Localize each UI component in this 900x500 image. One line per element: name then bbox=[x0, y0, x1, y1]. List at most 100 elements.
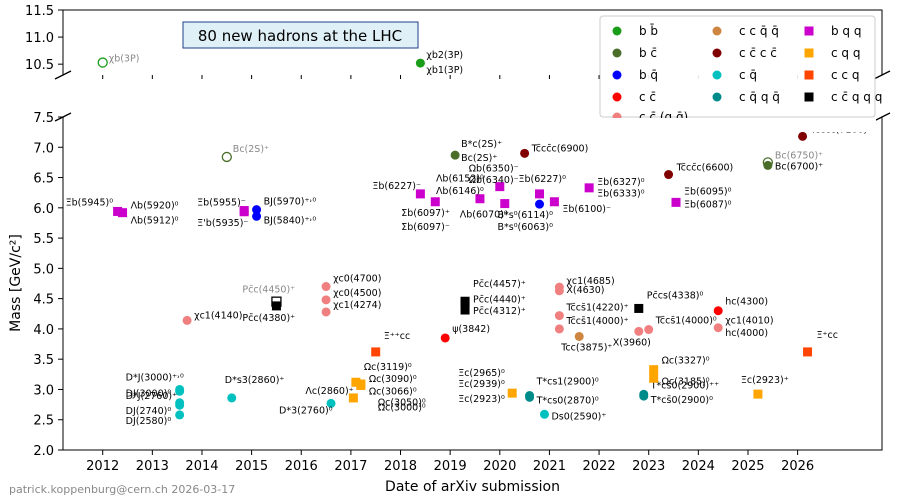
data-point bbox=[664, 170, 674, 180]
point-label: T*cs̄0(2900)⁰ bbox=[650, 395, 713, 406]
point-label: Ξb(6227)⁻ bbox=[372, 181, 421, 192]
legend-marker bbox=[712, 70, 722, 80]
point-label: Pc̄c(4457)⁺ bbox=[473, 279, 526, 290]
y-tick-label: 2.0 bbox=[33, 444, 54, 459]
data-point bbox=[634, 326, 644, 336]
point-label: Pc̄c(4440)⁺ bbox=[473, 294, 526, 305]
legend-label: b q q bbox=[831, 24, 861, 38]
data-point bbox=[495, 182, 505, 192]
point-label: D*J(2760)⁺ bbox=[126, 391, 177, 402]
point-label: χb(3P) bbox=[109, 54, 140, 65]
footer-credit: patrick.koppenburg@cern.ch 2026-03-17 bbox=[9, 483, 236, 496]
point-label: D*J(3000)⁺˒⁰ bbox=[126, 372, 184, 383]
point-label: Ξc(2923)⁰ bbox=[458, 394, 505, 405]
x-tick-label: 2013 bbox=[136, 459, 169, 474]
y-tick-label: 7.5 bbox=[33, 111, 54, 126]
point-label: Λb(6070)⁰ bbox=[460, 210, 508, 221]
data-point bbox=[321, 307, 331, 317]
data-point bbox=[97, 57, 108, 68]
point-label: Tc̄cs̄1(4000)⁰ bbox=[655, 316, 717, 327]
point-label: Λb(6146)⁰ bbox=[436, 186, 484, 197]
point-label: Ξ'b(5935)⁻ bbox=[197, 218, 248, 229]
point-label: DJ(2740)⁰ bbox=[126, 406, 172, 417]
point-label: χc1(4010) bbox=[725, 316, 773, 327]
title-box: 80 new hadrons at the LHC bbox=[182, 21, 419, 49]
data-point bbox=[520, 148, 530, 158]
legend-marker bbox=[712, 92, 722, 102]
legend-marker bbox=[804, 70, 814, 80]
data-point bbox=[539, 409, 549, 419]
data-point bbox=[415, 58, 425, 68]
legend-marker bbox=[612, 92, 622, 102]
data-point bbox=[584, 183, 594, 193]
point-label: Σb(6097)⁺ bbox=[401, 208, 450, 219]
point-label: Ξb(6087)⁰ bbox=[684, 200, 732, 211]
point-label: DJ(2580)⁰ bbox=[126, 416, 172, 427]
data-point bbox=[549, 197, 559, 207]
data-point bbox=[118, 208, 128, 218]
x-tick-label: 2019 bbox=[434, 459, 467, 474]
y-tick-label: 4.5 bbox=[33, 293, 54, 308]
point-label: T*cs0(2870)⁰ bbox=[536, 395, 599, 406]
data-point bbox=[430, 197, 440, 207]
data-point bbox=[175, 386, 185, 396]
y-tick-label: 2.5 bbox=[33, 414, 54, 429]
point-label: Tc̄cc̄c(6900) bbox=[531, 143, 589, 154]
data-point bbox=[634, 303, 644, 313]
y-tick-label-upper: 10.5 bbox=[25, 58, 54, 73]
x-tick-label: 2020 bbox=[483, 459, 516, 474]
data-point bbox=[535, 189, 545, 199]
data-point bbox=[440, 333, 450, 343]
data-point bbox=[639, 391, 649, 401]
x-tick-label: 2012 bbox=[86, 459, 119, 474]
data-point bbox=[713, 306, 723, 316]
data-point bbox=[175, 400, 185, 410]
y-tick-label: 6.5 bbox=[33, 172, 54, 187]
data-point bbox=[649, 365, 659, 375]
data-point bbox=[574, 331, 584, 341]
data-point bbox=[554, 311, 564, 321]
legend-label: c c q bbox=[831, 68, 859, 82]
point-label: Pc̄c(4312)⁺ bbox=[473, 306, 526, 317]
legend-label: c q̄ q q̄ bbox=[739, 90, 780, 104]
point-label: χb2(3P) bbox=[426, 50, 463, 61]
point-label: Tc̄cs̄1(4000)⁺ bbox=[565, 316, 628, 327]
legend-marker bbox=[612, 26, 622, 36]
data-point bbox=[460, 297, 470, 307]
point-label: BJ(5970)⁺˒⁰ bbox=[264, 197, 317, 208]
point-label: Bc(6700)⁺ bbox=[775, 161, 823, 172]
data-point bbox=[348, 393, 358, 403]
point-label: hc(4000) bbox=[725, 328, 768, 339]
data-point bbox=[525, 392, 535, 402]
data-point bbox=[221, 151, 232, 163]
legend-marker bbox=[712, 48, 722, 58]
data-point bbox=[554, 286, 564, 296]
point-label: ψ(3842) bbox=[452, 324, 490, 335]
x-tick-label: 2021 bbox=[533, 459, 566, 474]
y-tick-label: 5.0 bbox=[33, 262, 54, 277]
point-label: Ξb(6327)⁰ bbox=[597, 177, 645, 188]
point-label: Pc̄c(4380)⁺ bbox=[242, 313, 295, 324]
legend-label: c q q bbox=[831, 46, 860, 60]
point-label: Ωc(3066)⁰ bbox=[369, 386, 417, 397]
point-label: Ξ⁺cc bbox=[817, 330, 838, 341]
data-point bbox=[763, 160, 773, 170]
data-point bbox=[500, 199, 510, 209]
x-tick-label: 2018 bbox=[384, 459, 417, 474]
data-point bbox=[671, 197, 681, 207]
point-label: Ξb(6100)⁻ bbox=[562, 204, 611, 215]
legend-marker bbox=[712, 26, 722, 36]
x-tick-label: 2016 bbox=[285, 459, 318, 474]
point-label: T*cs̄0(2900)⁺⁺ bbox=[650, 380, 719, 391]
point-label: Ωc(3185)⁰ bbox=[662, 376, 710, 387]
y-tick-label: 3.0 bbox=[33, 383, 54, 398]
data-point bbox=[460, 305, 470, 315]
point-label: χc1(4140) bbox=[194, 310, 242, 321]
point-label: D*3(2760)⁰ bbox=[279, 405, 333, 416]
point-label: χc1(4685) bbox=[566, 276, 614, 287]
point-label: B*c(2S)⁺ bbox=[461, 139, 502, 150]
data-point bbox=[644, 325, 654, 335]
data-point bbox=[252, 205, 262, 215]
data-point bbox=[507, 388, 517, 398]
point-label: Ξc(2965)⁰ bbox=[458, 368, 505, 379]
